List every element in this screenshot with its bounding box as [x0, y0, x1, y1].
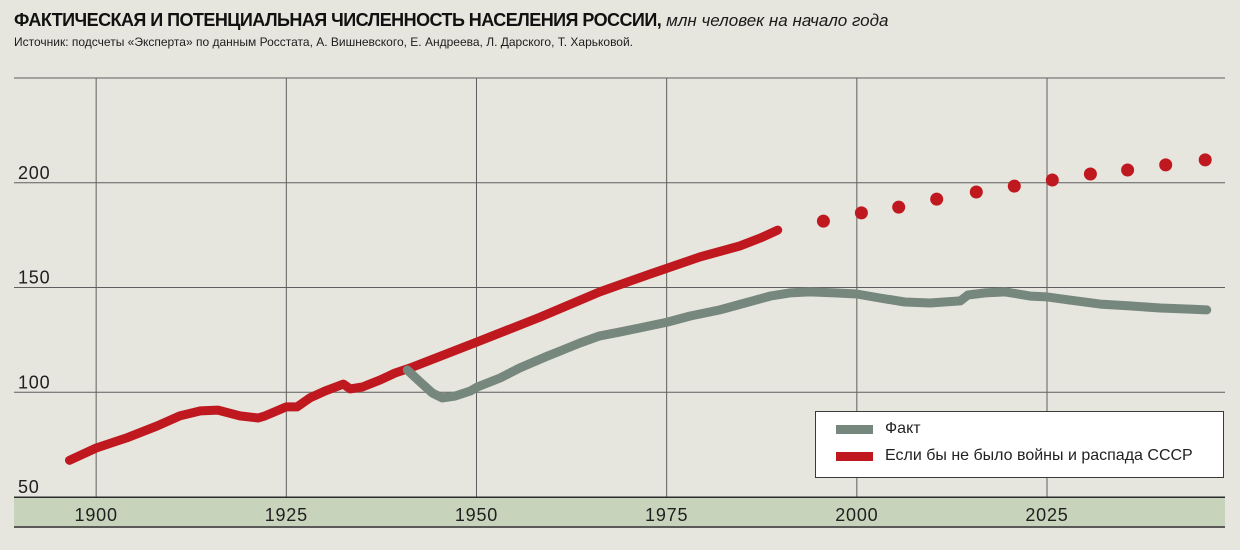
chart-unit: млн человек на начало года: [666, 11, 889, 30]
y-tick-label: 50: [18, 477, 40, 497]
projection-dot: [1083, 167, 1097, 181]
x-tick-label: 1950: [455, 505, 498, 525]
series-line-fact: [402, 287, 1212, 403]
projection-dot: [930, 192, 944, 206]
projection-dot: [854, 206, 868, 220]
legend: Факт Если бы не было войны и распада ССС…: [815, 411, 1224, 478]
x-tick-label: 2000: [835, 505, 878, 525]
chart-source: Источник: подсчеты «Эксперта» по данным …: [14, 35, 634, 49]
legend-swatch-fact: [836, 425, 873, 434]
series-line-potential: [65, 225, 783, 465]
y-tick-label: 150: [18, 268, 50, 288]
legend-item-potential: Если бы не было войны и распада СССР: [816, 446, 1223, 466]
labels-layer: 50 100 150 200 1900 1925 1950 1975 2000 2025: [18, 163, 1068, 525]
projection-dot: [816, 214, 830, 228]
projection-dot: [969, 185, 983, 199]
projection-dot: [1007, 179, 1021, 193]
legend-item-fact: Факт: [816, 419, 1223, 439]
chart-title: ФАКТИЧЕСКАЯ И ПОТЕНЦИАЛЬНАЯ ЧИСЛЕННОСТЬ …: [14, 10, 662, 30]
projection-dot: [892, 200, 906, 214]
x-axis-band: [14, 498, 1225, 526]
y-tick-label: 100: [18, 372, 50, 392]
projection-dot: [1198, 153, 1212, 167]
legend-label-potential: Если бы не было войны и распада СССР: [885, 447, 1193, 464]
x-tick-label: 2025: [1025, 505, 1068, 525]
legend-label-fact: Факт: [885, 420, 921, 437]
marks-layer: [65, 153, 1212, 465]
x-tick-label: 1925: [265, 505, 308, 525]
projection-dot: [1045, 173, 1059, 187]
x-tick-label: 1900: [75, 505, 118, 525]
legend-swatch-potential: [836, 452, 873, 461]
projection-dot: [1159, 158, 1173, 172]
chart-title-block: ФАКТИЧЕСКАЯ И ПОТЕНЦИАЛЬНАЯ ЧИСЛЕННОСТЬ …: [14, 9, 888, 33]
y-tick-label: 200: [18, 163, 50, 183]
x-tick-label: 1975: [645, 505, 688, 525]
projection-dot: [1121, 163, 1135, 177]
